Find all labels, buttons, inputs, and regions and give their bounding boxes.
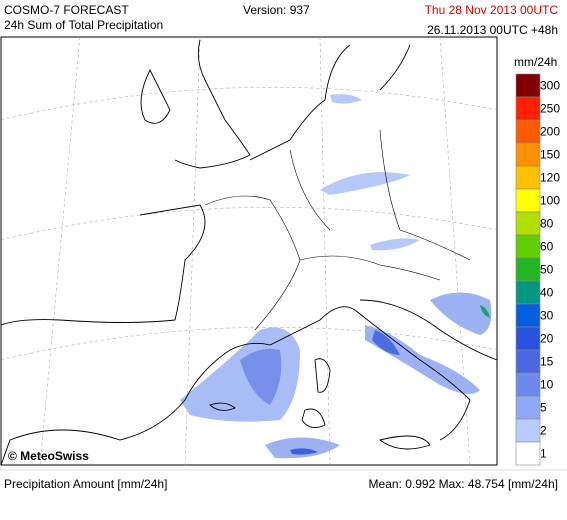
legend-swatch <box>515 395 541 420</box>
legend-swatch <box>515 234 541 259</box>
legend-swatch <box>515 418 541 443</box>
legend-label: 15 <box>540 355 554 369</box>
legend: mm/24h 300250200150120100806050403020151… <box>514 55 560 466</box>
legend-label: 50 <box>540 263 554 277</box>
legend-label: 120 <box>540 171 560 185</box>
legend-swatch <box>515 96 541 121</box>
legend-label: 20 <box>540 332 554 346</box>
legend-swatch <box>515 257 541 282</box>
map <box>0 36 498 466</box>
credit: © MeteoSwiss <box>8 449 89 463</box>
legend-label: 80 <box>540 217 554 231</box>
legend-swatch <box>515 119 541 144</box>
legend-label: 100 <box>540 194 560 208</box>
legend-label: 10 <box>540 378 554 392</box>
footer-stats: Mean: 0.992 Max: 48.754 [mm/24h] <box>369 477 558 491</box>
legend-swatch <box>515 303 541 328</box>
legend-label: 200 <box>540 125 560 139</box>
legend-label: 1 <box>540 447 547 461</box>
legend-swatch <box>515 211 541 236</box>
legend-label: 300 <box>540 79 560 93</box>
legend-label: 250 <box>540 102 560 116</box>
legend-swatch <box>515 326 541 351</box>
legend-swatch <box>515 142 541 167</box>
legend-swatch <box>515 280 541 305</box>
subtitle: 24h Sum of Total Precipitation <box>4 18 163 32</box>
legend-swatch <box>515 188 541 213</box>
valid-time: Thu 28 Nov 2013 00UTC <box>425 3 559 17</box>
footer-label: Precipitation Amount [mm/24h] <box>4 477 167 491</box>
legend-label: 150 <box>540 148 560 162</box>
legend-label: 30 <box>540 309 554 323</box>
version: Version: 937 <box>243 3 310 17</box>
run-time: 26.11.2013 00UTC +48h <box>427 23 558 37</box>
legend-swatch <box>515 372 541 397</box>
legend-swatch <box>515 441 541 466</box>
precipitation <box>180 94 492 459</box>
title: COSMO-7 FORECAST <box>4 3 129 17</box>
legend-label: 40 <box>540 286 554 300</box>
legend-unit: mm/24h <box>514 55 557 69</box>
legend-swatch <box>515 349 541 374</box>
legend-label: 5 <box>540 401 547 415</box>
legend-label: 2 <box>540 424 547 438</box>
legend-swatch <box>515 165 541 190</box>
legend-label: 60 <box>540 240 554 254</box>
coastlines <box>0 39 498 466</box>
borders <box>204 129 471 331</box>
legend-swatch <box>515 73 541 98</box>
